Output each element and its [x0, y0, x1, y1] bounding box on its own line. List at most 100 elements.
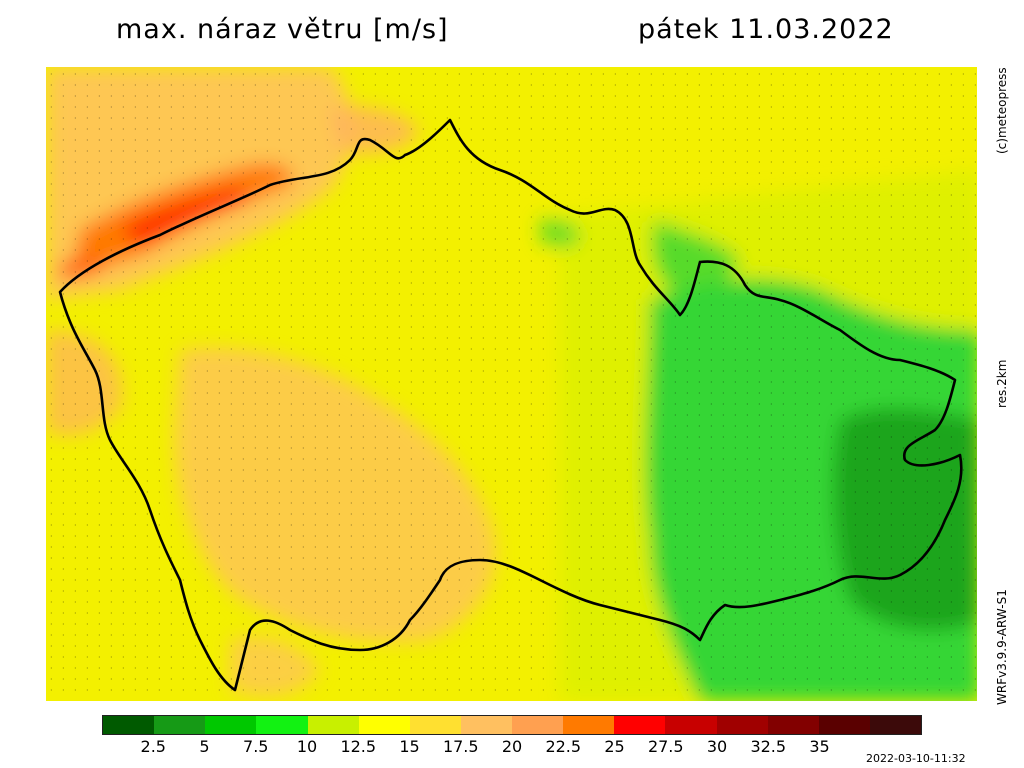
grid-mark: ·	[482, 499, 485, 508]
grid-mark: ·	[686, 367, 689, 376]
grid-mark: ·	[434, 70, 437, 79]
grid-mark: ·	[86, 147, 89, 156]
grid-mark: ·	[794, 290, 797, 299]
grid-mark: ·	[746, 543, 749, 552]
grid-mark: ·	[794, 466, 797, 475]
grid-mark: ·	[974, 653, 977, 662]
grid-mark: ·	[830, 620, 833, 629]
grid-mark: ·	[122, 576, 125, 585]
grid-mark: ·	[746, 136, 749, 145]
grid-mark: ·	[578, 532, 581, 541]
grid-mark: ·	[650, 433, 653, 442]
grid-mark: ·	[338, 323, 341, 332]
grid-mark: ·	[590, 70, 593, 79]
grid-mark: ·	[422, 114, 425, 123]
grid-mark: ·	[302, 312, 305, 321]
grid-mark: ·	[158, 301, 161, 310]
grid-mark: ·	[818, 334, 821, 343]
grid-mark: ·	[938, 136, 941, 145]
grid-mark: ·	[806, 631, 809, 640]
grid-mark: ·	[662, 653, 665, 662]
grid-mark: ·	[830, 444, 833, 453]
grid-mark: ·	[794, 334, 797, 343]
grid-mark: ·	[458, 488, 461, 497]
grid-mark: ·	[662, 136, 665, 145]
grid-mark: ·	[206, 620, 209, 629]
grid-mark: ·	[938, 565, 941, 574]
grid-mark: ·	[566, 356, 569, 365]
grid-mark: ·	[470, 191, 473, 200]
grid-mark: ·	[842, 224, 845, 233]
grid-mark: ·	[434, 202, 437, 211]
grid-mark: ·	[122, 620, 125, 629]
grid-mark: ·	[50, 246, 53, 255]
grid-mark: ·	[566, 455, 569, 464]
grid-mark: ·	[398, 598, 401, 607]
grid-mark: ·	[278, 323, 281, 332]
grid-mark: ·	[710, 620, 713, 629]
grid-mark: ·	[434, 389, 437, 398]
grid-mark: ·	[470, 499, 473, 508]
grid-mark: ·	[326, 345, 329, 354]
grid-mark: ·	[914, 334, 917, 343]
grid-mark: ·	[506, 191, 509, 200]
grid-mark: ·	[134, 323, 137, 332]
grid-mark: ·	[86, 576, 89, 585]
grid-mark: ·	[770, 510, 773, 519]
grid-mark: ·	[338, 444, 341, 453]
grid-mark: ·	[626, 675, 629, 684]
grid-mark: ·	[734, 81, 737, 90]
grid-mark: ·	[170, 400, 173, 409]
grid-mark: ·	[554, 620, 557, 629]
grid-mark: ·	[962, 268, 965, 277]
grid-mark: ·	[434, 466, 437, 475]
grid-mark: ·	[866, 521, 869, 530]
grid-mark: ·	[422, 158, 425, 167]
grid-mark: ·	[530, 576, 533, 585]
grid-mark: ·	[446, 301, 449, 310]
grid-mark: ·	[938, 191, 941, 200]
grid-mark: ·	[290, 147, 293, 156]
grid-mark: ·	[218, 246, 221, 255]
grid-mark: ·	[770, 290, 773, 299]
grid-mark: ·	[758, 455, 761, 464]
grid-mark: ·	[794, 510, 797, 519]
grid-mark: ·	[434, 125, 437, 134]
grid-mark: ·	[386, 477, 389, 486]
grid-mark: ·	[302, 301, 305, 310]
grid-mark: ·	[146, 202, 149, 211]
grid-mark: ·	[746, 202, 749, 211]
grid-mark: ·	[782, 70, 785, 79]
grid-mark: ·	[422, 378, 425, 387]
grid-mark: ·	[974, 378, 977, 387]
grid-mark: ·	[422, 488, 425, 497]
grid-mark: ·	[302, 444, 305, 453]
grid-mark: ·	[290, 455, 293, 464]
grid-mark: ·	[266, 510, 269, 519]
grid-mark: ·	[50, 169, 53, 178]
grid-mark: ·	[110, 477, 113, 486]
grid-mark: ·	[266, 180, 269, 189]
grid-mark: ·	[506, 455, 509, 464]
grid-mark: ·	[842, 620, 845, 629]
grid-mark: ·	[326, 136, 329, 145]
grid-mark: ·	[218, 224, 221, 233]
grid-mark: ·	[866, 565, 869, 574]
grid-mark: ·	[962, 136, 965, 145]
grid-mark: ·	[902, 279, 905, 288]
grid-mark: ·	[218, 367, 221, 376]
grid-mark: ·	[686, 598, 689, 607]
grid-mark: ·	[266, 455, 269, 464]
grid-mark: ·	[626, 543, 629, 552]
grid-mark: ·	[98, 147, 101, 156]
grid-mark: ·	[734, 356, 737, 365]
grid-mark: ·	[494, 147, 497, 156]
grid-mark: ·	[146, 191, 149, 200]
grid-mark: ·	[542, 224, 545, 233]
grid-mark: ·	[602, 257, 605, 266]
grid-mark: ·	[554, 180, 557, 189]
grid-mark: ·	[758, 235, 761, 244]
grid-mark: ·	[374, 125, 377, 134]
grid-mark: ·	[794, 356, 797, 365]
grid-mark: ·	[122, 235, 125, 244]
